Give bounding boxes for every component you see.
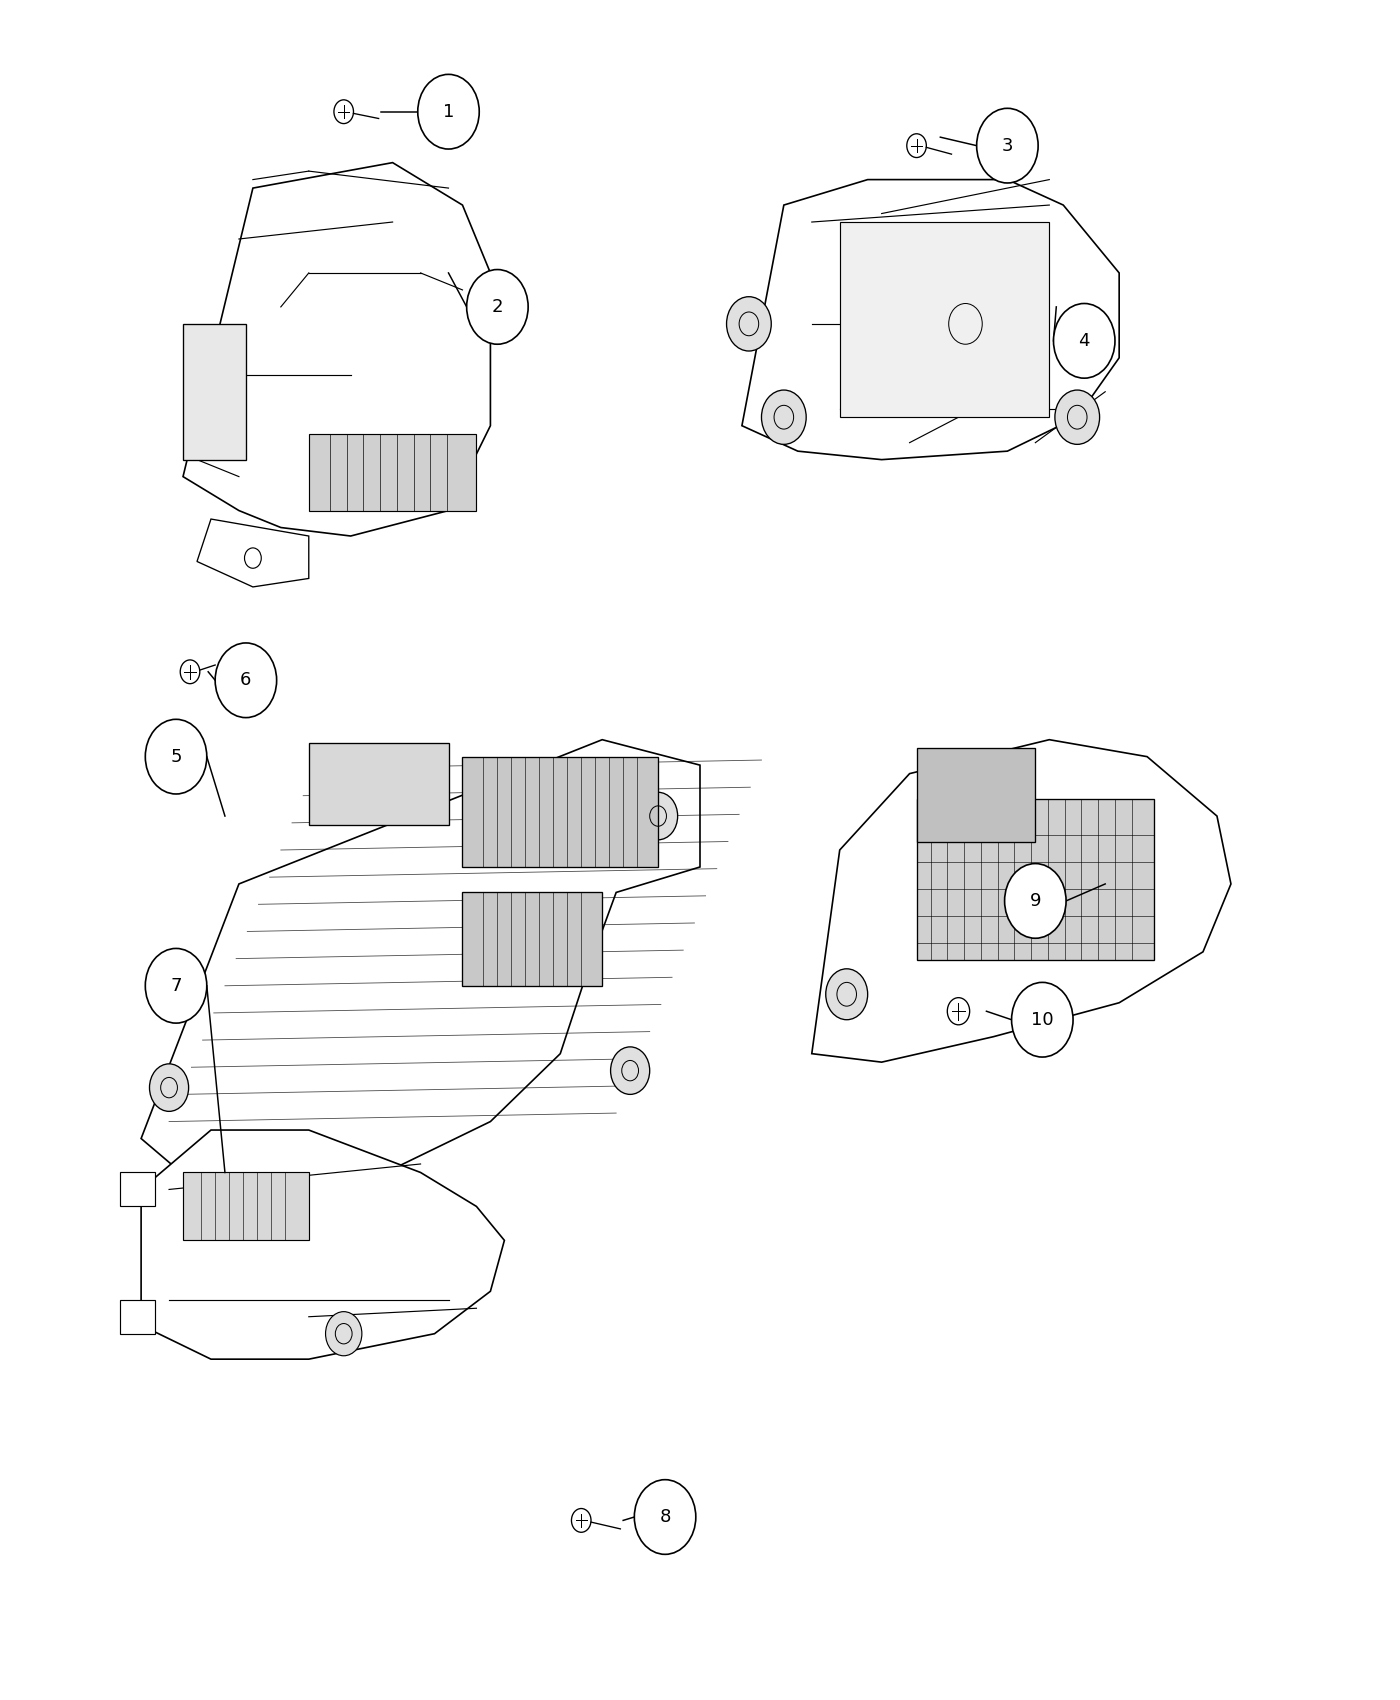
FancyBboxPatch shape [462,756,658,867]
Circle shape [1053,304,1114,377]
Polygon shape [183,163,490,536]
Polygon shape [141,1130,504,1360]
Text: 6: 6 [241,672,252,688]
Circle shape [181,660,200,683]
Circle shape [335,100,353,124]
Text: 2: 2 [491,298,503,316]
Text: 4: 4 [1078,332,1091,350]
Polygon shape [742,180,1119,459]
Text: 5: 5 [171,748,182,765]
Polygon shape [141,740,700,1198]
Circle shape [326,1312,361,1357]
FancyBboxPatch shape [183,325,246,459]
FancyBboxPatch shape [840,223,1050,416]
Circle shape [907,134,927,158]
FancyBboxPatch shape [309,743,448,824]
Text: 7: 7 [171,977,182,994]
Circle shape [1005,864,1065,938]
Circle shape [977,109,1039,184]
Circle shape [146,949,207,1023]
Circle shape [634,1479,696,1554]
Circle shape [150,1064,189,1112]
Polygon shape [812,740,1231,1062]
Circle shape [826,969,868,1020]
Circle shape [466,270,528,343]
FancyBboxPatch shape [183,1173,309,1241]
Circle shape [216,643,277,717]
Circle shape [610,1047,650,1095]
Circle shape [571,1508,591,1532]
FancyBboxPatch shape [309,434,476,510]
Text: 8: 8 [659,1508,671,1527]
FancyBboxPatch shape [462,892,602,986]
Circle shape [638,792,678,840]
Text: 10: 10 [1030,1012,1054,1028]
Circle shape [948,998,970,1025]
Circle shape [417,75,479,150]
FancyBboxPatch shape [120,1300,155,1334]
Text: 3: 3 [1001,136,1014,155]
FancyBboxPatch shape [120,1173,155,1207]
Polygon shape [197,518,309,586]
Circle shape [727,298,771,350]
Circle shape [1054,389,1099,444]
Circle shape [1012,983,1072,1057]
Circle shape [146,719,207,794]
FancyBboxPatch shape [917,748,1036,842]
Circle shape [762,389,806,444]
Text: 1: 1 [442,102,454,121]
Text: 9: 9 [1029,892,1042,910]
FancyBboxPatch shape [917,799,1154,960]
